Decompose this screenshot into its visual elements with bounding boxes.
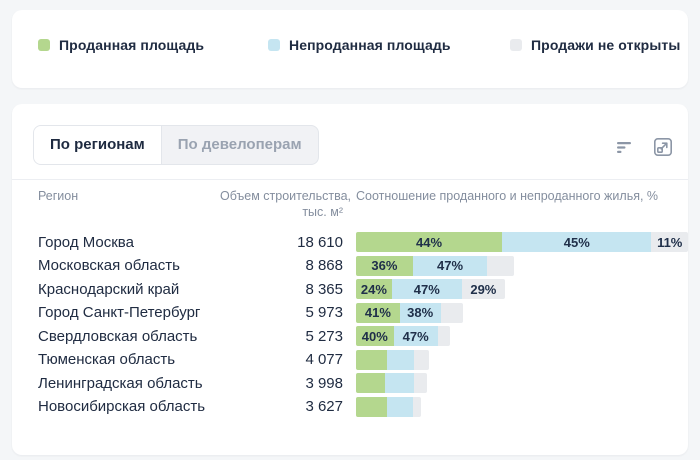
stacked-bar[interactable]: 36% 47%: [356, 255, 514, 276]
bar-cell: 40% 47%: [356, 326, 688, 346]
volume-value: 3 998: [305, 374, 343, 392]
bar-segment-not_open[interactable]: 29%: [461, 279, 505, 299]
volume-value: 4 077: [305, 351, 343, 368]
bar-segment-sold[interactable]: [356, 373, 386, 393]
table-row: Свердловская область 5 273 40% 47%: [12, 326, 688, 346]
table-row: Московская область 8 868 36% 47%: [12, 255, 688, 276]
bar-segment-unsold[interactable]: 47%: [393, 326, 438, 346]
tab-group: По регионам По девелоперам: [33, 125, 319, 165]
table-row: Краснодарский край 8 365 24% 47% 29%: [12, 279, 688, 299]
legend-item-unsold[interactable]: Непроданная площадь: [268, 37, 510, 53]
legend-item-not-open[interactable]: Продажи не открыты: [510, 37, 680, 53]
region-name: Город Москва: [38, 233, 134, 251]
region-name: Свердловская область: [38, 327, 198, 345]
legend-item-sold[interactable]: Проданная площадь: [38, 37, 268, 53]
bar-cell: 36% 47%: [356, 255, 688, 276]
volume-value: 5 973: [305, 304, 343, 321]
legend-label: Непроданная площадь: [289, 37, 451, 53]
stacked-bar[interactable]: 24% 47% 29%: [356, 279, 505, 299]
region-name: Тюменская область: [38, 351, 176, 368]
header-volume: Объем строительства, тыс. м²: [220, 189, 351, 219]
table-row: Город Москва 18 610 44% 45% 11%: [12, 232, 688, 252]
volume-value: 3 627: [305, 398, 343, 415]
stacked-bar[interactable]: [356, 396, 421, 417]
bar-segment-sold[interactable]: 40%: [356, 326, 394, 346]
bar-segment-not_open[interactable]: [413, 373, 427, 393]
bar-cell: 24% 47% 29%: [356, 279, 688, 299]
bar-segment-unsold[interactable]: [387, 349, 415, 370]
volume-value: 5 273: [305, 327, 343, 345]
legend-label: Проданная площадь: [59, 37, 205, 53]
table-row: Ленинградская область 3 998: [12, 373, 688, 393]
region-name: Московская область: [38, 257, 180, 274]
header-divider: [12, 179, 688, 180]
bar-segment-not_open[interactable]: [487, 255, 514, 276]
bar-segment-sold[interactable]: 44%: [356, 232, 503, 252]
bar-segment-sold[interactable]: [356, 349, 388, 370]
bar-segment-not_open[interactable]: [437, 326, 450, 346]
not-open-swatch-icon: [510, 39, 522, 51]
bar-cell: [356, 396, 688, 417]
tab-by-developers[interactable]: По девелоперам: [177, 136, 302, 153]
bar-segment-sold[interactable]: 36%: [356, 255, 413, 276]
unsold-swatch-icon: [268, 39, 280, 51]
header-region: Регион: [38, 189, 79, 203]
bar-cell: [356, 349, 688, 370]
chart-toolbar: [614, 136, 674, 158]
sold-swatch-icon: [38, 39, 50, 51]
sort-icon[interactable]: [614, 136, 636, 158]
bar-segment-not_open[interactable]: 11%: [651, 232, 688, 252]
legend-card: Проданная площадь Непроданная площадь Пр…: [12, 10, 688, 88]
volume-value: 8 365: [305, 280, 343, 298]
bar-cell: 41% 38%: [356, 302, 688, 323]
stacked-bar[interactable]: 40% 47%: [356, 326, 450, 346]
region-name: Новосибирская область: [38, 398, 206, 415]
table-row: Город Санкт-Петербург 5 973 41% 38%: [12, 302, 688, 323]
stacked-bar[interactable]: 44% 45% 11%: [356, 232, 688, 252]
expand-icon[interactable]: [652, 136, 674, 158]
table-row: Тюменская область 4 077: [12, 349, 688, 370]
stacked-bar[interactable]: [356, 349, 429, 370]
region-name: Город Санкт-Петербург: [38, 304, 201, 321]
bar-segment-not_open[interactable]: [440, 302, 463, 323]
region-name: Ленинградская область: [38, 374, 203, 392]
legend-label: Продажи не открыты: [531, 37, 681, 53]
volume-value: 8 868: [305, 257, 343, 274]
bar-segment-unsold[interactable]: 45%: [502, 232, 652, 252]
bar-cell: 44% 45% 11%: [356, 232, 688, 252]
bar-segment-sold[interactable]: [356, 396, 388, 417]
tab-by-regions[interactable]: По регионам: [34, 126, 162, 164]
region-name: Краснодарский край: [38, 280, 180, 298]
table-header: Регион Объем строительства, тыс. м² Соот…: [12, 188, 688, 220]
bar-segment-unsold[interactable]: 47%: [391, 279, 462, 299]
table-row: Новосибирская область 3 627: [12, 396, 688, 417]
chart-card: По регионам По девелоперам Регион Объем …: [12, 104, 688, 455]
bar-segment-unsold[interactable]: [385, 373, 414, 393]
stacked-bar[interactable]: [356, 373, 427, 393]
stacked-bar[interactable]: 41% 38%: [356, 302, 463, 323]
table-body: Город Москва 18 610 44% 45% 11% Московская об…: [12, 232, 688, 420]
bar-segment-unsold[interactable]: 47%: [412, 255, 488, 276]
bar-segment-sold[interactable]: 41%: [356, 302, 400, 323]
bar-segment-unsold[interactable]: 38%: [399, 302, 441, 323]
volume-value: 18 610: [297, 233, 343, 251]
bar-segment-unsold[interactable]: [387, 396, 413, 417]
header-ratio: Соотношение проданного и непроданного жи…: [356, 189, 659, 203]
bar-segment-not_open[interactable]: [414, 349, 429, 370]
bar-segment-sold[interactable]: 24%: [356, 279, 392, 299]
bar-segment-not_open[interactable]: [412, 396, 421, 417]
bar-cell: [356, 373, 688, 393]
